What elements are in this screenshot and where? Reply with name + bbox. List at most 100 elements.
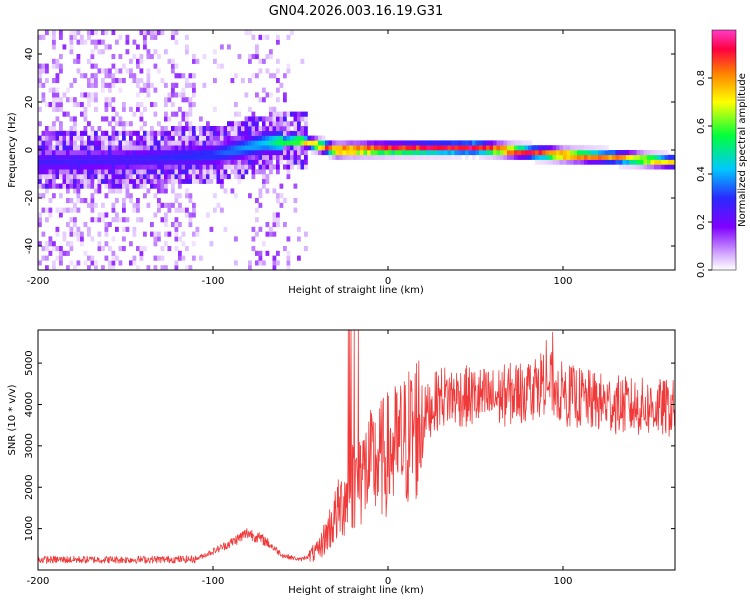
heatmap-cell — [122, 135, 126, 141]
heatmap-cell — [209, 130, 214, 136]
heatmap-cell — [118, 217, 123, 223]
heatmap-cell — [125, 49, 130, 55]
heatmap-cell — [48, 87, 53, 93]
heatmap-cell — [416, 154, 420, 160]
heatmap-cell — [73, 265, 77, 271]
heatmap-cell — [125, 154, 130, 160]
heatmap-cell — [90, 178, 95, 184]
heatmap-cell — [118, 121, 123, 127]
heatmap-cell — [437, 154, 441, 160]
heatmap-cell — [216, 135, 221, 141]
heatmap-cell — [94, 217, 98, 223]
heatmap-cell — [73, 222, 77, 228]
heatmap-cell — [101, 150, 105, 156]
heatmap-cell — [139, 68, 144, 74]
heatmap-cell — [76, 236, 81, 242]
heatmap-cell — [318, 140, 322, 146]
heatmap-cell — [59, 68, 63, 74]
heatmap-cell — [230, 135, 235, 141]
heatmap-cell — [188, 121, 193, 127]
heatmap-cell — [304, 111, 308, 117]
heatmap-cell — [234, 111, 238, 117]
heatmap-cell — [69, 49, 74, 55]
heatmap-cell — [493, 150, 497, 156]
heatmap-cell — [45, 169, 49, 175]
heatmap-cell — [265, 121, 270, 127]
heatmap-cell — [633, 154, 637, 160]
heatmap-cell — [164, 174, 168, 180]
heatmap-cell — [465, 150, 469, 156]
heatmap-cell — [55, 255, 60, 261]
heatmap-cell — [251, 126, 256, 132]
heatmap-cell — [118, 246, 123, 252]
heatmap-cell — [125, 39, 130, 45]
heatmap-cell — [66, 250, 70, 256]
heatmap-cell — [97, 126, 102, 132]
heatmap-cell — [139, 116, 144, 122]
heatmap-cell — [55, 140, 60, 146]
heatmap-cell — [230, 126, 235, 132]
heatmap-cell — [265, 126, 270, 132]
heatmap-cell — [139, 250, 144, 256]
heatmap-cell — [227, 164, 231, 170]
heatmap-cell — [136, 130, 140, 136]
heatmap-cell — [185, 140, 189, 146]
heatmap-cell — [423, 140, 427, 146]
heatmap-cell — [129, 154, 133, 160]
heatmap-cell — [115, 255, 119, 261]
heatmap-cell — [444, 140, 448, 146]
heatmap-cell — [276, 250, 280, 256]
heatmap-cell — [524, 150, 529, 156]
heatmap-cell — [195, 226, 200, 232]
heatmap-cell — [164, 169, 168, 175]
heatmap-cell — [538, 150, 543, 156]
heatmap-cell — [356, 154, 361, 160]
heatmap-cell — [549, 159, 553, 165]
heatmap-cell — [272, 217, 277, 223]
colorbar-tick-label: 0.6 — [696, 118, 707, 134]
heatmap-cell — [125, 121, 130, 127]
heatmap-cell — [129, 164, 133, 170]
heatmap-cell — [38, 121, 42, 127]
heatmap-cell — [167, 140, 172, 146]
heatmap-cell — [62, 135, 67, 141]
heatmap-cell — [286, 159, 291, 165]
heatmap-cell — [283, 130, 287, 136]
heatmap-cell — [181, 130, 186, 136]
heatmap-cell — [76, 145, 81, 151]
heatmap-cell — [59, 212, 63, 218]
heatmap-cell — [45, 154, 49, 160]
heatmap-cell — [213, 164, 217, 170]
heatmap-cell — [55, 92, 60, 98]
heatmap-cell — [41, 255, 46, 261]
heatmap-cell — [69, 140, 74, 146]
heatmap-cell — [164, 222, 168, 228]
heatmap-cell — [164, 126, 168, 132]
heatmap-cell — [199, 164, 203, 170]
heatmap-cell — [38, 193, 42, 199]
heatmap-cell — [507, 154, 511, 160]
heatmap-cell — [640, 159, 644, 165]
heatmap-cell — [503, 154, 508, 160]
heatmap-cell — [111, 116, 116, 122]
heatmap-cell — [171, 130, 175, 136]
heatmap-cell — [115, 39, 119, 45]
heatmap-cell — [636, 154, 641, 160]
heatmap-cell — [69, 130, 74, 136]
heatmap-cell — [115, 174, 119, 180]
heatmap-cell — [125, 164, 130, 170]
heatmap-cell — [153, 140, 158, 146]
heatmap-cell — [188, 111, 193, 117]
heatmap-cell — [73, 145, 77, 151]
heatmap-cell — [41, 164, 46, 170]
heatmap-cell — [139, 150, 144, 156]
heatmap-cell — [192, 82, 196, 88]
heatmap-cell — [164, 140, 168, 146]
heatmap-cell — [398, 154, 403, 160]
heatmap-cell — [62, 169, 67, 175]
heatmap-cell — [122, 140, 126, 146]
heatmap-cell — [377, 154, 382, 160]
heatmap-cell — [668, 154, 672, 160]
heatmap-cell — [248, 116, 252, 122]
heatmap-cell — [164, 116, 168, 122]
